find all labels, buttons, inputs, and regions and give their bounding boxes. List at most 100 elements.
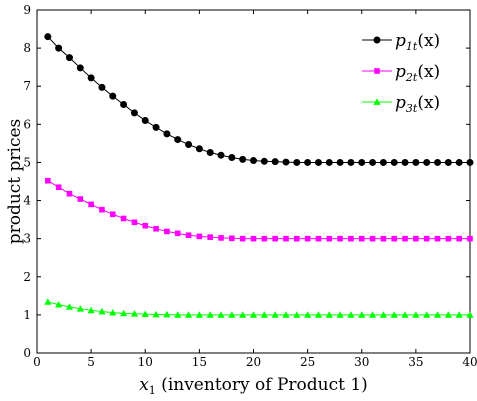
data-point	[99, 206, 105, 213]
x-tick-label: 30	[354, 355, 369, 369]
data-point	[348, 235, 354, 242]
data-point	[433, 311, 442, 318]
data-point	[239, 155, 247, 163]
data-point	[142, 222, 149, 229]
data-point	[76, 305, 84, 312]
data-point	[65, 303, 74, 310]
legend-label: p1t(x)	[395, 31, 440, 53]
x-tick-label: 35	[408, 355, 423, 369]
data-point	[249, 311, 258, 318]
data-point	[434, 158, 442, 166]
legend: p1t(x) p2t(x) p3t(x)	[362, 31, 440, 115]
data-point	[153, 225, 159, 232]
data-point	[120, 309, 128, 317]
x-axis: 0 5 10 15 20 25 30 35 40	[33, 10, 477, 369]
series-3	[44, 298, 474, 318]
y-tick-label: 8	[23, 41, 31, 55]
data-point	[412, 158, 420, 166]
data-point	[196, 233, 203, 240]
data-point	[326, 235, 333, 242]
data-point	[195, 311, 203, 318]
legend-label: p3t(x)	[395, 93, 440, 115]
data-point	[423, 158, 431, 166]
data-point	[294, 235, 300, 242]
data-point	[304, 311, 312, 318]
data-point	[87, 306, 95, 314]
legend-item-1: p1t(x)	[362, 31, 440, 53]
y-tick-label: 7	[23, 79, 31, 93]
data-point	[347, 158, 355, 166]
data-point	[401, 311, 409, 318]
legend-item-2: p2t(x)	[362, 62, 440, 84]
data-point	[369, 158, 377, 166]
data-point	[413, 235, 419, 242]
legend-marker	[373, 98, 381, 105]
data-point	[336, 158, 344, 166]
data-point	[456, 235, 462, 242]
data-point	[455, 158, 463, 166]
data-point	[152, 123, 160, 131]
data-point	[131, 219, 138, 226]
data-point	[304, 235, 311, 242]
data-point	[164, 228, 170, 235]
x-axis-title: x1 (inventory of Product 1)	[139, 375, 368, 397]
data-point	[98, 83, 106, 91]
data-point	[250, 235, 257, 242]
data-point	[239, 311, 247, 318]
data-point	[314, 311, 323, 318]
y-tick-label: 5	[23, 155, 31, 169]
series-2	[45, 177, 473, 242]
y-axis-title: product prices	[5, 119, 25, 245]
data-point	[174, 230, 181, 237]
data-point	[206, 311, 214, 318]
data-point	[423, 311, 431, 318]
data-point	[109, 92, 117, 100]
data-point	[314, 158, 322, 166]
y-tick-label: 6	[23, 117, 31, 131]
data-point	[445, 235, 452, 242]
data-point	[391, 235, 398, 242]
data-point	[141, 117, 149, 125]
data-point	[109, 211, 116, 218]
data-point	[444, 158, 452, 166]
data-point	[55, 300, 63, 308]
data-point	[369, 235, 376, 242]
data-point	[260, 157, 268, 165]
data-point	[185, 232, 192, 239]
data-point	[283, 235, 289, 242]
data-point	[207, 234, 213, 240]
data-point	[412, 311, 420, 318]
legend-marker	[374, 68, 380, 74]
data-point	[163, 310, 171, 318]
data-point	[163, 130, 171, 138]
data-point	[325, 311, 333, 318]
y-tick-label: 2	[23, 270, 31, 284]
data-point	[466, 311, 474, 318]
x-tick-label: 5	[87, 355, 95, 369]
data-point	[239, 235, 246, 242]
series-line	[47, 36, 470, 163]
data-point	[174, 136, 182, 144]
data-point	[87, 74, 95, 82]
x-tick-label: 20	[246, 355, 261, 369]
data-point	[152, 310, 160, 318]
data-point	[379, 311, 387, 318]
data-point	[130, 310, 139, 317]
data-point	[358, 158, 366, 166]
series-1	[44, 33, 474, 166]
data-point	[261, 235, 268, 242]
data-point	[229, 235, 235, 242]
y-tick-label: 3	[23, 232, 31, 246]
data-point	[434, 235, 441, 242]
data-point	[76, 64, 84, 72]
legend-item-3: p3t(x)	[362, 93, 440, 115]
data-point	[77, 196, 84, 202]
data-point	[228, 311, 236, 318]
data-point	[390, 158, 398, 166]
y-tick-label: 0	[23, 346, 31, 360]
x-tick-label: 0	[33, 355, 41, 369]
data-point	[250, 157, 257, 165]
data-point	[423, 235, 430, 242]
data-point	[368, 311, 377, 318]
